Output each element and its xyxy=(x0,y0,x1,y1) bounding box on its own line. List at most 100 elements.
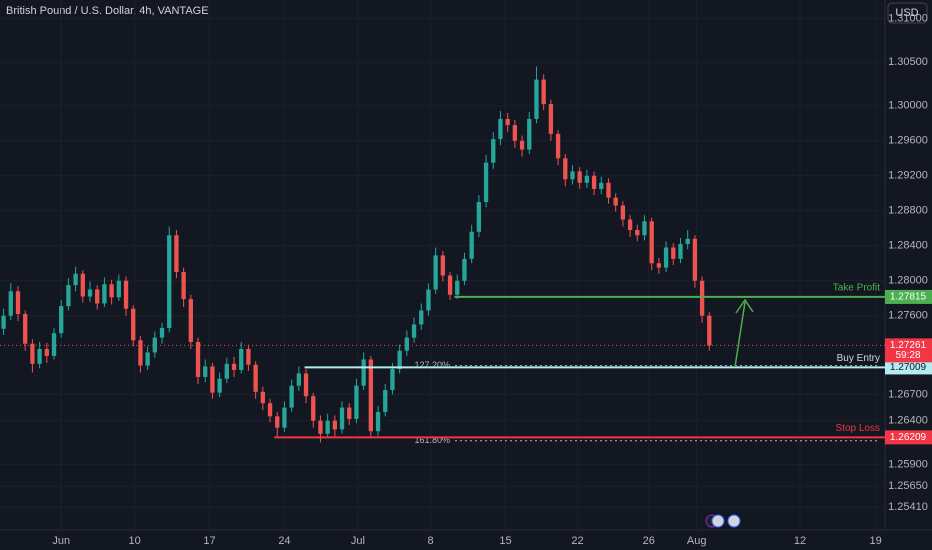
candle-body xyxy=(167,235,172,328)
candle-body xyxy=(159,327,165,338)
candle-body xyxy=(599,182,604,189)
candle-body xyxy=(541,79,546,105)
candle-body xyxy=(548,104,554,134)
candle-body xyxy=(361,359,366,386)
candle-body xyxy=(44,348,49,356)
x-tick-label: 10 xyxy=(129,535,141,547)
candle-body xyxy=(102,284,107,304)
candle-body xyxy=(390,369,395,391)
candle-body xyxy=(426,289,431,311)
x-tick-label: 12 xyxy=(794,535,806,547)
x-tick-label: 24 xyxy=(278,535,290,547)
candle-body xyxy=(311,396,316,421)
last-price-label: 1.27261 xyxy=(890,340,927,351)
currency-button[interactable] xyxy=(887,2,928,24)
event-icons xyxy=(705,514,741,528)
candle-body xyxy=(519,140,525,150)
candle-body xyxy=(591,175,597,189)
y-tick-label: 1.31000 xyxy=(888,12,928,24)
y-tick-label: 1.28400 xyxy=(888,240,928,252)
fib-label: 161.80% xyxy=(414,435,450,445)
candle-body xyxy=(239,348,244,370)
y-tick-label: 1.25650 xyxy=(888,480,928,492)
event-icon xyxy=(711,514,725,528)
candle-body xyxy=(505,118,510,126)
candle-body xyxy=(440,255,446,276)
candle-body xyxy=(15,291,21,314)
x-tick-label: 26 xyxy=(643,535,655,547)
y-tick-label: 1.26400 xyxy=(888,415,928,427)
candle-body xyxy=(663,247,669,268)
candle-body xyxy=(59,306,64,334)
candle-body xyxy=(282,407,287,428)
arrow-shaft xyxy=(734,301,746,368)
candle-body xyxy=(404,337,410,351)
arrow-head xyxy=(735,298,754,314)
candle-body xyxy=(649,221,654,264)
x-tick-label: 19 xyxy=(870,535,882,547)
candle-body xyxy=(368,359,374,432)
candle-body xyxy=(325,420,330,434)
candle-body xyxy=(275,416,280,428)
candle-body xyxy=(217,378,222,393)
candle-body xyxy=(332,420,338,430)
candle-body xyxy=(642,221,647,236)
level-price-box xyxy=(885,289,932,304)
candle-body xyxy=(483,162,489,203)
y-tick-label: 1.30000 xyxy=(888,100,928,112)
x-tick-label: 15 xyxy=(499,535,511,547)
candle-body xyxy=(174,235,179,272)
level-name: Take Profit xyxy=(833,283,880,294)
candle-body xyxy=(512,125,518,141)
candle-body xyxy=(606,182,611,198)
candle-body xyxy=(433,255,438,290)
candle-body xyxy=(577,171,582,183)
y-tick-label: 1.25410 xyxy=(888,501,928,513)
candle-body xyxy=(584,175,590,183)
candle-body xyxy=(383,390,388,412)
level-price-box xyxy=(885,360,932,375)
candle-body xyxy=(419,310,424,325)
candle-body xyxy=(66,285,71,307)
candle-body xyxy=(613,197,618,206)
candle-body xyxy=(109,284,114,298)
candle-body xyxy=(260,391,265,404)
candle-body xyxy=(627,219,633,231)
y-tick-label: 1.30500 xyxy=(888,56,928,68)
candle-body xyxy=(87,289,93,297)
candle-body xyxy=(296,373,302,386)
candle-body xyxy=(181,271,186,300)
candle-body xyxy=(498,118,503,140)
candle-body xyxy=(267,403,273,417)
candle-body xyxy=(318,420,323,434)
y-tick-label: 1.29200 xyxy=(888,170,928,182)
y-tick-label: 1.25900 xyxy=(888,458,928,470)
fib-label: 127.20% xyxy=(414,360,450,370)
x-tick-label: 22 xyxy=(571,535,583,547)
candle-body xyxy=(476,202,482,232)
candle-body xyxy=(347,407,352,419)
y-tick-label: 1.29600 xyxy=(888,135,928,147)
candle-body xyxy=(224,363,229,379)
candle-body xyxy=(620,205,626,220)
candle-body xyxy=(289,385,294,408)
candle-body xyxy=(656,263,662,268)
candle-body xyxy=(411,324,417,338)
candle-body xyxy=(253,364,258,392)
currency-label[interactable]: USD xyxy=(895,7,918,19)
level-name: Stop Loss xyxy=(836,423,880,434)
candle-body xyxy=(195,341,201,377)
candle-body xyxy=(678,244,683,259)
event-icon xyxy=(727,514,741,528)
candle-body xyxy=(354,385,359,419)
candle-body xyxy=(491,139,496,163)
x-tick-label: Jul xyxy=(351,535,365,547)
x-tick-label: Jun xyxy=(52,535,70,547)
candle-body xyxy=(145,352,150,366)
candle-body xyxy=(95,289,100,304)
candle-body xyxy=(635,230,640,236)
candle-body xyxy=(73,273,78,286)
candle-body xyxy=(397,350,402,370)
candle-body xyxy=(37,348,42,364)
